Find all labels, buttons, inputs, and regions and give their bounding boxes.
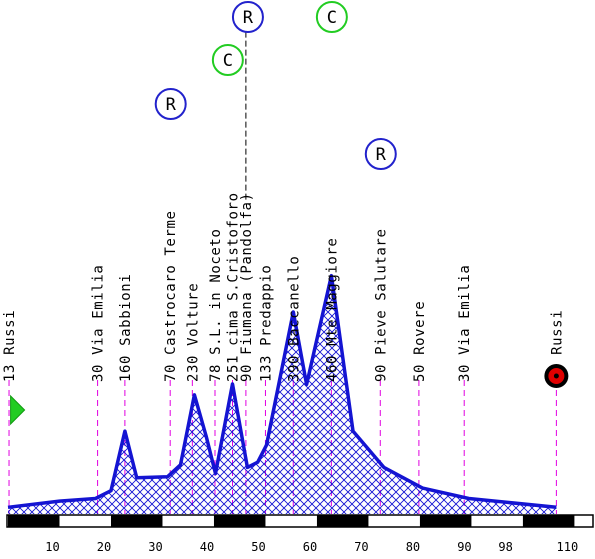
waypoint-label: 30 Via Emilia — [457, 265, 473, 382]
axis-segment — [419, 515, 472, 527]
axis-tick-label: 40 — [200, 540, 214, 554]
waypoint-labels: 13 Russi 30 Via Emilia 160 Sabbioni 70 Cast… — [2, 18, 565, 382]
axis-segment — [316, 515, 369, 527]
waypoint-label: 30 Via Emilia — [91, 265, 107, 382]
axis-tick-label: 30 — [148, 540, 162, 554]
waypoint-label: 78 S.L. in Noceto — [208, 229, 224, 383]
waypoint-label: 160 Sabbioni — [118, 274, 134, 382]
axis-tick-label: 60 — [303, 540, 317, 554]
start-flag-icon — [10, 394, 26, 426]
climb-badge-r: R — [364, 138, 397, 170]
axis-tick-label: 98 — [498, 540, 512, 554]
badge-letter: R — [243, 8, 254, 28]
climb-badge-c: C — [211, 44, 244, 76]
climb-badge-c: C — [315, 1, 348, 33]
distance-axis: 10 20 30 40 50 60 70 80 90 98 110 — [6, 514, 594, 554]
axis-tick-label: 20 — [97, 540, 111, 554]
climb-badge-r: R — [154, 88, 187, 120]
axis-tick-label: 110 — [557, 540, 579, 554]
axis-bar — [6, 514, 594, 528]
elevation-fill — [8, 275, 557, 514]
axis-tick-label: 50 — [251, 540, 265, 554]
finish-marker-center — [553, 373, 559, 379]
start-finish-markers — [10, 364, 569, 426]
waypoint-label: 50 Rovere — [412, 301, 428, 382]
axis-tick-label: 80 — [406, 540, 420, 554]
badge-letter: R — [376, 145, 387, 165]
axis-segment — [110, 515, 163, 527]
waypoint-label: 251 cima S.Cristoforo — [226, 192, 242, 382]
badge-circle — [364, 138, 397, 170]
badge-circle — [231, 1, 264, 33]
badge-circle — [154, 88, 187, 120]
waypoint-label: 90 Pieve Salutare — [373, 229, 389, 383]
waypoint-label: 230 Volture — [185, 283, 201, 382]
axis-segment — [8, 515, 60, 527]
badge-letter: C — [223, 51, 233, 71]
climb-badges: R C R C R — [154, 1, 397, 170]
badge-circle — [211, 44, 244, 76]
waypoint-label: 460 Mte Maggiore — [324, 238, 340, 382]
axis-segment — [522, 515, 575, 527]
waypoint-label: 13 Russi — [2, 310, 18, 382]
waypoint-label: 133 Predappio — [259, 265, 275, 382]
axis-tick-label: 70 — [354, 540, 368, 554]
profile-area — [7, 273, 557, 514]
climb-badge-r: R — [231, 1, 264, 33]
axis-tick-label: 10 — [45, 540, 59, 554]
elevation-line — [7, 273, 557, 510]
badge-circle — [315, 1, 348, 33]
badge-letter: R — [166, 95, 177, 115]
waypoint-label: 70 Castrocaro Terme — [163, 210, 179, 382]
badge-letter: C — [327, 8, 337, 28]
waypoint-label: 13 Russi — [549, 310, 565, 382]
axis-segment — [213, 515, 266, 527]
waypoint-label: 90 Fiumana (Pandolfa) — [239, 192, 255, 382]
waypoint-label: 390 Baccanello — [286, 256, 302, 382]
axis-tick-label: 90 — [457, 540, 471, 554]
